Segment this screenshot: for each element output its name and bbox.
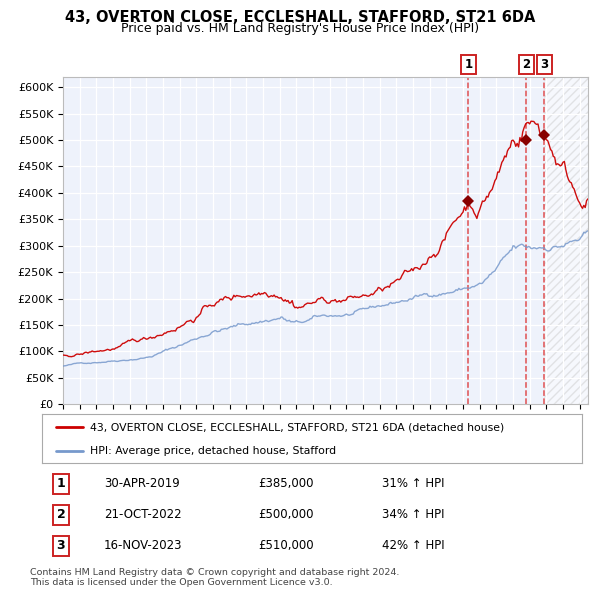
Text: £510,000: £510,000 bbox=[258, 539, 314, 552]
Text: 42% ↑ HPI: 42% ↑ HPI bbox=[382, 539, 445, 552]
Text: 1: 1 bbox=[56, 477, 65, 490]
Bar bbox=[469, 77, 544, 404]
Text: HPI: Average price, detached house, Stafford: HPI: Average price, detached house, Staf… bbox=[89, 446, 335, 456]
Text: 3: 3 bbox=[540, 58, 548, 71]
Text: Price paid vs. HM Land Registry's House Price Index (HPI): Price paid vs. HM Land Registry's House … bbox=[121, 22, 479, 35]
Text: £500,000: £500,000 bbox=[258, 508, 314, 522]
Text: 3: 3 bbox=[56, 539, 65, 552]
Text: 2: 2 bbox=[522, 58, 530, 71]
Text: 31% ↑ HPI: 31% ↑ HPI bbox=[382, 477, 445, 490]
Text: 43, OVERTON CLOSE, ECCLESHALL, STAFFORD, ST21 6DA (detached house): 43, OVERTON CLOSE, ECCLESHALL, STAFFORD,… bbox=[89, 422, 504, 432]
Text: 1: 1 bbox=[464, 58, 473, 71]
Bar bbox=[544, 77, 588, 404]
Text: Contains HM Land Registry data © Crown copyright and database right 2024.
This d: Contains HM Land Registry data © Crown c… bbox=[30, 568, 400, 587]
Text: 30-APR-2019: 30-APR-2019 bbox=[104, 477, 180, 490]
Text: 16-NOV-2023: 16-NOV-2023 bbox=[104, 539, 182, 552]
Text: 34% ↑ HPI: 34% ↑ HPI bbox=[382, 508, 445, 522]
Text: £385,000: £385,000 bbox=[258, 477, 314, 490]
Text: 21-OCT-2022: 21-OCT-2022 bbox=[104, 508, 182, 522]
Text: 2: 2 bbox=[56, 508, 65, 522]
Text: 43, OVERTON CLOSE, ECCLESHALL, STAFFORD, ST21 6DA: 43, OVERTON CLOSE, ECCLESHALL, STAFFORD,… bbox=[65, 10, 535, 25]
